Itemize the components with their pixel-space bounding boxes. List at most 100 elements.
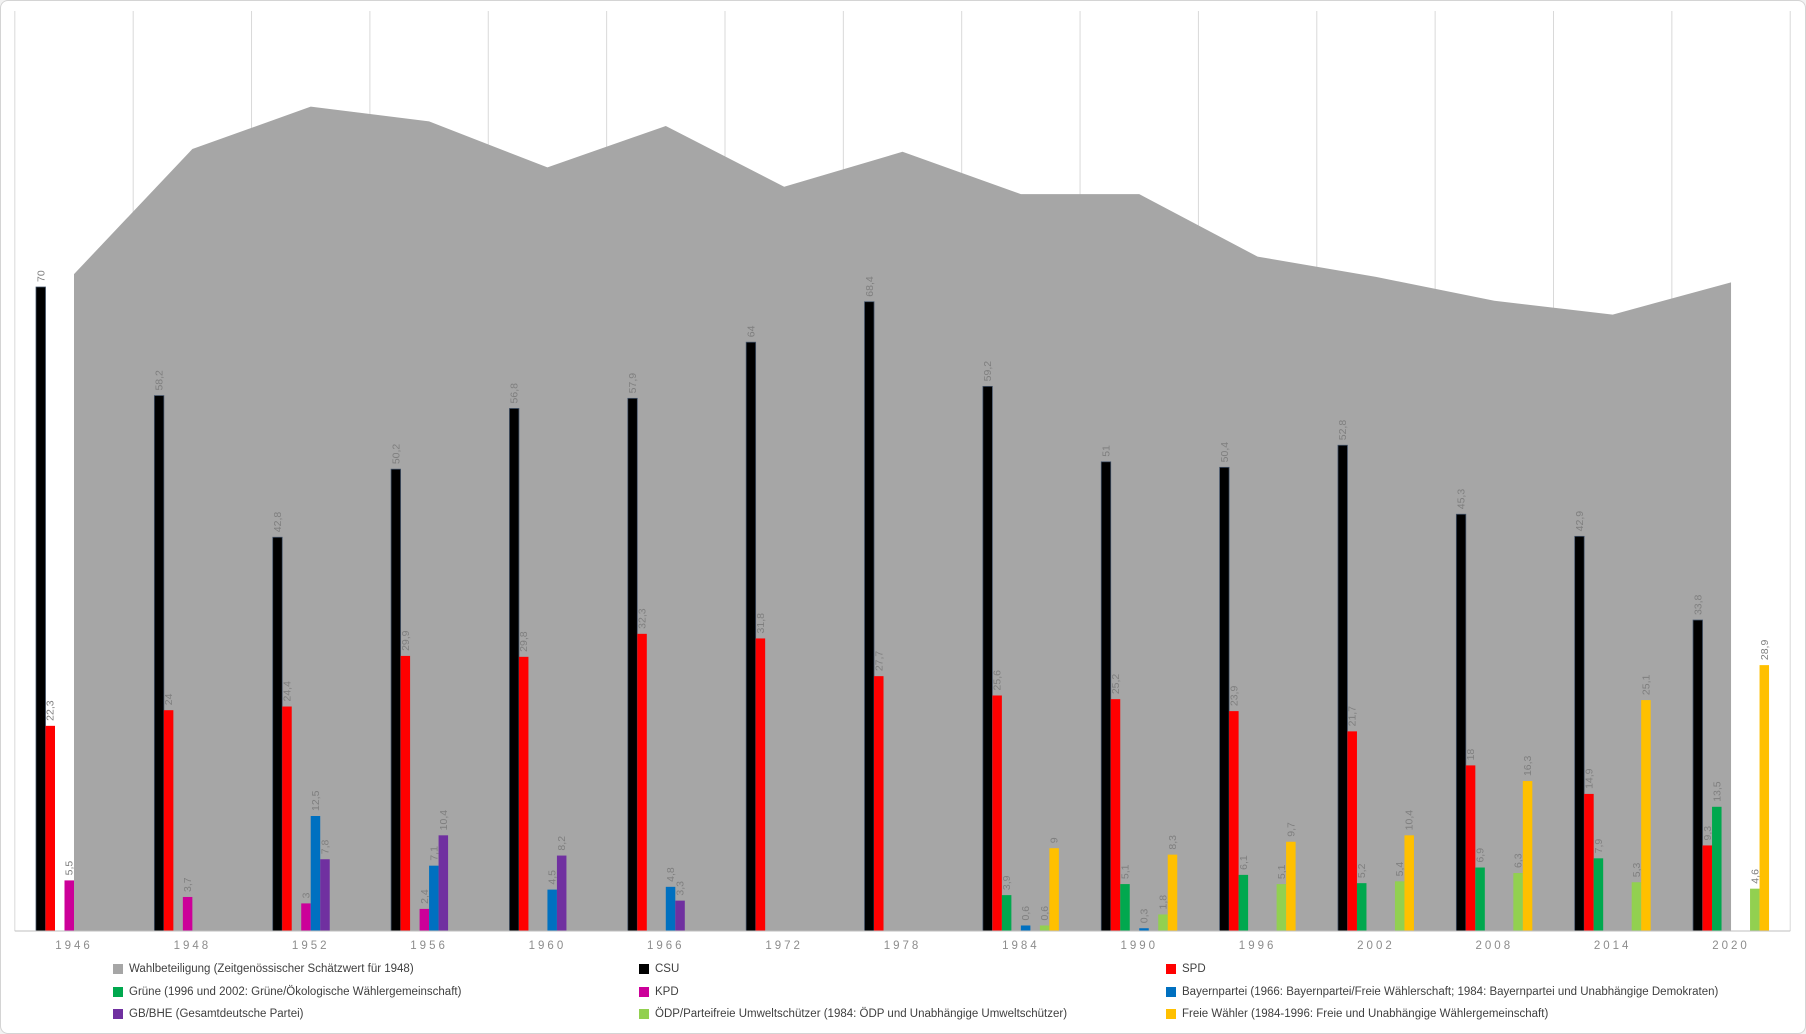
bar-value-label: 24,4 [281, 681, 293, 702]
bar-gruene-2002 [1356, 883, 1367, 931]
bar-csu-1966 [627, 397, 638, 932]
bar-value-label: 28,9 [1759, 640, 1771, 661]
bar-value-label: 25,2 [1110, 674, 1122, 695]
x-axis-label: 1996 [1239, 940, 1277, 952]
bar-value-label: 27,7 [873, 651, 885, 672]
bar-value-label: 8,3 [1167, 835, 1179, 850]
bar-value-label: 23,9 [1228, 686, 1240, 707]
bar-freie-waehler-2014 [1641, 700, 1651, 931]
bar-value-label: 7,8 [319, 839, 331, 854]
bar-oedp-2008 [1513, 873, 1523, 931]
bar-value-label: 68,4 [864, 276, 876, 297]
bar-spd-1972 [755, 638, 766, 931]
bar-value-label: 8,2 [556, 836, 568, 851]
bar-gruene-1990 [1120, 884, 1130, 931]
bar-value-label: 3,7 [182, 877, 194, 892]
bar-value-label: 5,2 [1356, 863, 1368, 878]
x-axis-label: 1966 [647, 940, 685, 952]
bar-value-label: 4,5 [547, 870, 559, 885]
x-axis-label: 1952 [292, 940, 330, 952]
bar-value-label: 5,4 [1394, 862, 1406, 877]
bar-value-label: 9 [1049, 837, 1061, 843]
bar-kpd-1956 [419, 908, 430, 931]
bar-value-label: 22,3 [45, 700, 57, 721]
bar-value-label: 50,2 [390, 444, 402, 465]
bar-value-label: 5,5 [64, 861, 76, 876]
bar-value-label: 0,6 [1020, 906, 1032, 921]
bar-value-label: 42,8 [272, 512, 284, 533]
x-axis-label: 1978 [884, 940, 922, 952]
bar-value-label: 16,3 [1522, 755, 1534, 776]
bar-value-label: 59,2 [982, 361, 994, 382]
bar-value-label: 12,5 [310, 790, 322, 811]
bar-gb-bhe-1960 [556, 855, 567, 931]
bar-csu-1960 [509, 408, 520, 932]
bar-value-label: 10,4 [438, 810, 450, 831]
bar-value-label: 7,1 [428, 846, 440, 861]
bar-value-label: 1,8 [1157, 895, 1169, 910]
bar-oedp-1996 [1276, 884, 1287, 931]
bar-value-label: 33,8 [1692, 594, 1704, 615]
bar-oedp-1990 [1158, 914, 1168, 931]
bar-kpd-1952 [301, 903, 311, 931]
bar-freie-waehler-2008 [1522, 781, 1533, 931]
bar-oedp-1984 [1039, 925, 1050, 931]
bar-value-label: 5,1 [1276, 864, 1288, 879]
x-axis-label: 2014 [1594, 940, 1632, 952]
bar-value-label: 64 [745, 325, 757, 337]
bar-value-label: 3,9 [1001, 875, 1013, 890]
bar-value-label: 70 [35, 270, 47, 282]
bar-spd-1996 [1229, 711, 1239, 931]
bar-value-label: 10,4 [1404, 810, 1416, 831]
bar-value-label: 4,8 [665, 867, 677, 882]
bar-csu-1946 [35, 286, 46, 932]
bar-value-label: 9,7 [1285, 822, 1297, 837]
bar-value-label: 0,6 [1039, 906, 1051, 921]
bar-gruene-2008 [1475, 867, 1485, 931]
x-axis-label: 2002 [1357, 940, 1395, 952]
bar-value-label: 0,3 [1138, 908, 1150, 923]
bar-csu-2020 [1692, 619, 1703, 932]
bar-freie-waehler-1990 [1167, 854, 1178, 931]
x-axis-label: 1990 [1120, 940, 1158, 952]
bar-value-label: 50,4 [1219, 442, 1231, 463]
bar-spd-2002 [1347, 731, 1357, 931]
bar-bayernpartei-1952 [310, 816, 321, 931]
bar-gb-bhe-1952 [320, 859, 330, 931]
bar-value-label: 51 [1100, 445, 1112, 457]
x-axis-label: 1960 [529, 940, 567, 952]
bar-value-label: 29,9 [400, 630, 412, 651]
bar-oedp-2014 [1631, 882, 1642, 931]
bar-value-label: 56,8 [509, 383, 521, 404]
bar-csu-2014 [1574, 535, 1585, 932]
bar-freie-waehler-2020 [1759, 665, 1770, 931]
bar-value-label: 25,6 [992, 670, 1004, 691]
bar-value-label: 31,8 [755, 613, 767, 634]
bar-csu-2008 [1455, 513, 1467, 932]
turnout-area [74, 106, 1732, 932]
bar-value-label: 2,4 [419, 889, 431, 904]
bar-csu-1990 [1100, 461, 1112, 932]
bar-value-label: 29,8 [518, 631, 530, 652]
bar-bayernpartei-1956 [429, 865, 439, 931]
bar-freie-waehler-1996 [1286, 841, 1296, 931]
bar-bayernpartei-1960 [547, 889, 557, 931]
bar-value-label: 18 [1465, 749, 1477, 761]
bar-spd-1984 [992, 695, 1002, 931]
bar-value-label: 42,9 [1574, 511, 1586, 532]
bar-value-label: 3 [300, 892, 312, 898]
bar-spd-2020 [1702, 845, 1713, 931]
bar-value-label: 45,3 [1456, 489, 1468, 510]
bar-spd-1966 [637, 633, 647, 931]
bar-kpd-1946 [64, 880, 74, 931]
bar-spd-1978 [874, 676, 884, 931]
bar-gruene-1984 [1001, 895, 1012, 931]
bar-freie-waehler-1984 [1049, 848, 1059, 931]
bar-spd-1952 [282, 706, 292, 931]
bar-spd-2014 [1584, 793, 1594, 931]
bar-csu-1978 [864, 301, 875, 932]
bar-spd-1990 [1110, 699, 1121, 931]
bar-value-label: 5,3 [1631, 862, 1643, 877]
bar-value-label: 6,9 [1475, 848, 1487, 863]
